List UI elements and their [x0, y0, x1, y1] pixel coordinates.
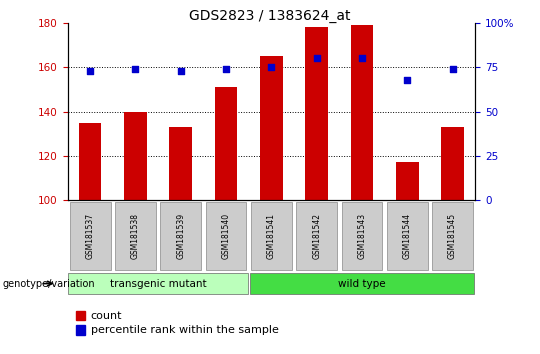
Bar: [160, 202, 201, 270]
Point: [222, 66, 231, 72]
Bar: [432, 202, 473, 270]
Text: GSM181537: GSM181537: [86, 213, 94, 259]
Bar: [206, 202, 246, 270]
Text: transgenic mutant: transgenic mutant: [110, 279, 206, 289]
Bar: [260, 56, 282, 200]
Point: [177, 68, 185, 74]
Point: [448, 66, 457, 72]
Bar: [69, 273, 248, 295]
Bar: [215, 87, 238, 200]
Text: genotype/variation: genotype/variation: [3, 279, 96, 289]
Bar: [296, 202, 337, 270]
Text: GSM181545: GSM181545: [448, 213, 457, 259]
Point: [403, 77, 411, 82]
Bar: [441, 127, 464, 200]
Point: [86, 68, 94, 74]
Point: [267, 64, 276, 70]
Text: GSM181539: GSM181539: [176, 213, 185, 259]
Bar: [305, 28, 328, 200]
Text: count: count: [91, 310, 122, 320]
Text: GSM181543: GSM181543: [357, 213, 367, 259]
Text: GSM181540: GSM181540: [221, 213, 231, 259]
Point: [131, 66, 140, 72]
Text: GSM181538: GSM181538: [131, 213, 140, 259]
Point: [357, 56, 366, 61]
Text: GSM181544: GSM181544: [403, 213, 412, 259]
Bar: [170, 127, 192, 200]
Bar: [79, 122, 102, 200]
Bar: [342, 202, 382, 270]
Text: GDS2823 / 1383624_at: GDS2823 / 1383624_at: [189, 9, 351, 23]
Text: GSM181541: GSM181541: [267, 213, 276, 259]
Bar: [396, 162, 418, 200]
Point: [312, 56, 321, 61]
Bar: [70, 202, 111, 270]
Text: wild type: wild type: [338, 279, 386, 289]
Bar: [251, 202, 292, 270]
Bar: [249, 273, 474, 295]
Bar: [124, 112, 147, 200]
Bar: [387, 202, 428, 270]
Bar: [115, 202, 156, 270]
Text: GSM181542: GSM181542: [312, 213, 321, 259]
Text: percentile rank within the sample: percentile rank within the sample: [91, 325, 279, 335]
Bar: [350, 25, 373, 200]
